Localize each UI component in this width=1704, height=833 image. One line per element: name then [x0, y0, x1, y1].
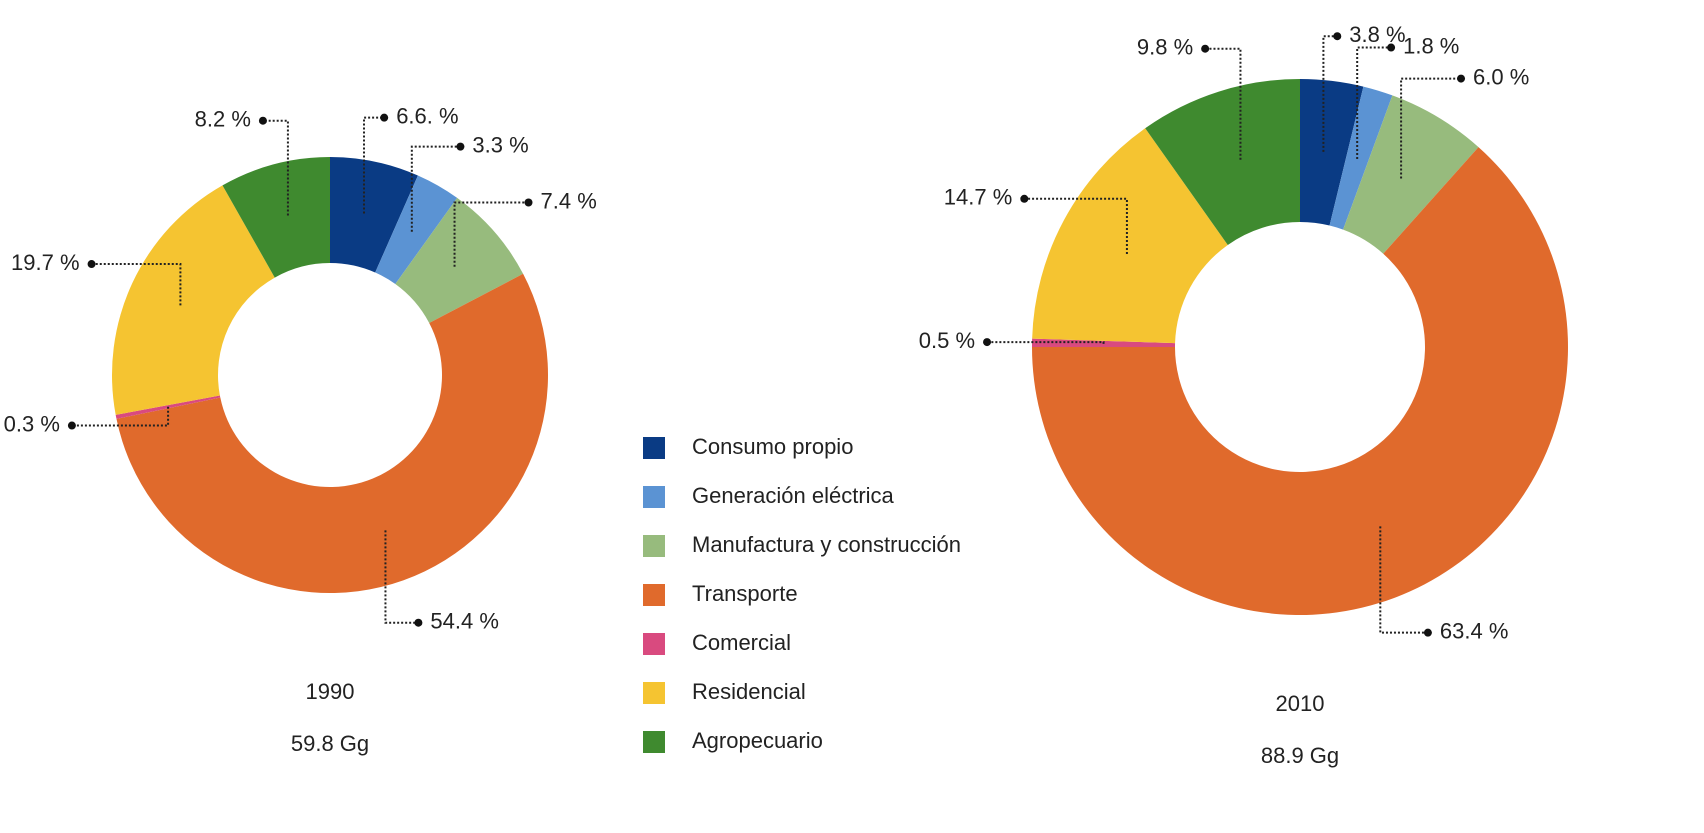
leader-line [410, 145, 461, 232]
data-label: 14.7 % [944, 185, 1013, 210]
leader-line [453, 201, 529, 267]
wedge [1032, 147, 1568, 615]
legend-swatch [643, 633, 665, 655]
legend-label: Manufactura y construcción [692, 532, 961, 557]
leader-line [987, 341, 1105, 344]
wedge [1032, 128, 1228, 344]
legend-label: Generación eléctrica [692, 483, 895, 508]
data-label: 6.6. % [396, 103, 458, 128]
legend-swatch [643, 486, 665, 508]
data-label: 19.7 % [11, 250, 80, 275]
legend-label: Agropecuario [692, 728, 823, 753]
leader-line [1322, 35, 1338, 152]
wedge [1329, 86, 1393, 230]
leader-dot [67, 421, 76, 430]
data-label: 0.5 % [919, 328, 975, 353]
leader-line [1205, 47, 1242, 160]
legend-swatch [643, 731, 665, 753]
legend-swatch [643, 682, 665, 704]
leader-dot [1423, 628, 1432, 637]
data-label: 3.8 % [1349, 22, 1405, 47]
wedge [375, 175, 458, 285]
data-label: 0.3 % [4, 411, 60, 436]
leader-line [363, 116, 385, 214]
leader-dot [983, 338, 992, 347]
data-label: 1.8 % [1403, 33, 1459, 58]
leader-dot [456, 142, 465, 151]
legend-swatch [643, 535, 665, 557]
legend-swatch [643, 584, 665, 606]
leader-dot [1387, 43, 1396, 52]
wedge [1343, 95, 1479, 254]
chart-subtitle: 88.9 Gg [1261, 743, 1339, 768]
leader-line [1356, 46, 1392, 160]
leader-dot [258, 116, 267, 125]
legend-swatch [643, 437, 665, 459]
leader-dot [1201, 44, 1210, 53]
leader-dot [380, 113, 389, 122]
chart-subtitle: 59.8 Gg [291, 731, 369, 756]
data-label: 3.3 % [472, 132, 528, 157]
wedge [112, 185, 275, 415]
leader-dot [414, 618, 423, 627]
chart-title: 2010 [1276, 691, 1325, 716]
leader-dot [1457, 74, 1466, 83]
data-label: 54.4 % [430, 609, 499, 634]
wedge [222, 157, 330, 278]
leader-dot [1333, 32, 1342, 41]
leader-dot [524, 198, 533, 207]
leader-line [91, 263, 182, 306]
leader-dot [1020, 194, 1029, 203]
wedge [1300, 79, 1364, 226]
leader-line [384, 530, 419, 624]
wedge [330, 157, 418, 273]
leader-line [1400, 77, 1462, 179]
wedge [116, 273, 549, 594]
legend-label: Residencial [692, 679, 806, 704]
legend-label: Consumo propio [692, 434, 853, 459]
data-label: 6.0 % [1473, 64, 1529, 89]
data-label: 9.8 % [1137, 35, 1193, 60]
leader-dot [87, 260, 96, 269]
data-label: 7.4 % [541, 188, 597, 213]
data-label: 63.4 % [1440, 618, 1509, 643]
legend-label: Transporte [692, 581, 798, 606]
chart-title: 1990 [306, 679, 355, 704]
legend-label: Comercial [692, 630, 791, 655]
wedge [1145, 79, 1300, 245]
wedge [395, 197, 524, 324]
data-label: 8.2 % [195, 107, 251, 132]
